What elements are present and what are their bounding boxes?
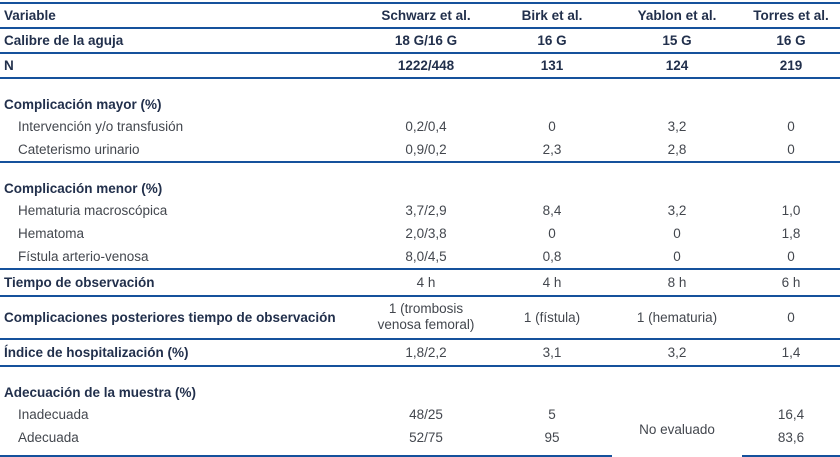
cell-calibre-schwarz: 18 G/16 G — [360, 28, 492, 54]
cell-adecuada-torres: 83,6 — [742, 426, 840, 457]
cell-cateterismo-torres: 0 — [742, 138, 840, 163]
section-title-complicacion-menor: Complicación menor (%) — [4, 181, 163, 196]
cell-calibre-yablon: 15 G — [612, 28, 742, 54]
cell-hospitalizacion-schwarz: 1,8/2,2 — [360, 339, 492, 367]
cell-posteriores-yablon: 1 (hematuria) — [612, 296, 742, 340]
cell-intervencion-yablon: 3,2 — [667, 119, 687, 134]
row-label-calibre: Calibre de la aguja — [0, 28, 360, 54]
section-title-adecuacion: Adecuación de la muestra (%) — [4, 385, 197, 400]
cell-n-yablon: 124 — [612, 53, 742, 79]
cell-hematuria-torres: 1,0 — [781, 203, 801, 218]
row-intervencion: Intervención y/o transfusión 0,2/0,4 0 3… — [0, 115, 840, 138]
column-header-yablon: Yablon et al. — [612, 2, 742, 29]
row-complicaciones-posteriores: Complicaciones posteriores tiempo de obs… — [0, 296, 840, 340]
row-fistula: Fístula arterio-venosa 8,0/4,5 0,8 0 0 — [0, 245, 840, 270]
cell-fistula-schwarz: 8,0/4,5 — [360, 245, 492, 270]
cell-hematuria-birk: 8,4 — [542, 203, 562, 218]
section-title-complicacion-mayor: Complicación mayor (%) — [4, 97, 162, 112]
cell-tiempo-schwarz: 4 h — [360, 269, 492, 297]
cell-cateterismo-birk: 2,3 — [492, 138, 612, 163]
cell-n-schwarz: 1222/448 — [360, 53, 492, 79]
cell-n-torres: 219 — [742, 53, 840, 79]
cell-inadecuada-torres: 16,4 — [777, 407, 805, 422]
cell-posteriores-torres: 0 — [742, 296, 840, 340]
cell-n-birk: 131 — [492, 53, 612, 79]
column-header-torres: Torres et al. — [742, 2, 840, 29]
row-label-fistula: Fístula arterio-venosa — [0, 245, 360, 270]
cell-hospitalizacion-birk: 3,1 — [492, 339, 612, 367]
row-label-hospitalizacion: Índice de hospitalización (%) — [0, 339, 360, 367]
cell-cateterismo-yablon: 2,8 — [612, 138, 742, 163]
cell-intervencion-schwarz: 0,2/0,4 — [405, 119, 447, 134]
cell-inadecuada-birk: 5 — [548, 407, 556, 422]
cell-adecuada-birk: 95 — [492, 426, 612, 457]
cell-tiempo-yablon: 8 h — [612, 269, 742, 297]
column-header-schwarz: Schwarz et al. — [360, 2, 492, 29]
cell-inadecuada-schwarz: 48/25 — [409, 407, 443, 422]
row-label-intervencion: Intervención y/o transfusión — [18, 119, 184, 134]
cell-intervencion-birk: 0 — [548, 119, 556, 134]
row-calibre: Calibre de la aguja 18 G/16 G 16 G 15 G … — [0, 28, 840, 54]
cell-cateterismo-schwarz: 0,9/0,2 — [360, 138, 492, 163]
row-label-n: N — [0, 53, 360, 79]
row-inadecuada: Inadecuada 48/25 5 No evaluado 16,4 — [0, 403, 840, 437]
row-n: N 1222/448 131 124 219 — [0, 53, 840, 79]
cell-hematoma-schwarz: 2,0/3,8 — [405, 226, 447, 241]
column-header-birk: Birk et al. — [492, 2, 612, 29]
row-label-cateterismo: Cateterismo urinario — [0, 138, 360, 163]
cell-tiempo-torres: 6 h — [742, 269, 840, 297]
cell-adecuada-schwarz: 52/75 — [360, 426, 492, 457]
section-adecuacion-muestra: Adecuación de la muestra (%) — [0, 366, 840, 403]
cell-hematuria-schwarz: 3,7/2,9 — [405, 203, 447, 218]
cell-calibre-birk: 16 G — [492, 28, 612, 54]
row-label-inadecuada: Inadecuada — [18, 407, 89, 422]
cell-tiempo-birk: 4 h — [492, 269, 612, 297]
section-complicacion-menor: Complicación menor (%) — [0, 162, 840, 199]
cell-hematuria-yablon: 3,2 — [667, 203, 687, 218]
row-cateterismo: Cateterismo urinario 0,9/0,2 2,3 2,8 0 — [0, 138, 840, 163]
cell-hospitalizacion-torres: 1,4 — [742, 339, 840, 367]
cell-hematoma-torres: 1,8 — [781, 226, 801, 241]
row-label-posteriores: Complicaciones posteriores tiempo de obs… — [0, 296, 360, 340]
cell-calibre-torres: 16 G — [742, 28, 840, 54]
section-complicacion-mayor: Complicación mayor (%) — [0, 78, 840, 115]
row-indice-hospitalizacion: Índice de hospitalización (%) 1,8/2,2 3,… — [0, 339, 840, 367]
cell-fistula-birk: 0,8 — [492, 245, 612, 270]
cell-adecuacion-yablon-no-evaluado: No evaluado — [639, 422, 715, 437]
row-hematuria: Hematuria macroscópica 3,7/2,9 8,4 3,2 1… — [0, 199, 840, 222]
row-label-hematuria: Hematuria macroscópica — [18, 203, 168, 218]
row-label-adecuada: Adecuada — [0, 426, 360, 457]
cell-hematoma-birk: 0 — [548, 226, 556, 241]
cell-hematoma-yablon: 0 — [673, 226, 681, 241]
table-header-row: Variable Schwarz et al. Birk et al. Yabl… — [0, 2, 840, 29]
column-header-variable: Variable — [0, 2, 360, 29]
row-label-hematoma: Hematoma — [18, 226, 85, 241]
row-hematoma: Hematoma 2,0/3,8 0 0 1,8 — [0, 222, 840, 245]
row-label-tiempo: Tiempo de observación — [0, 269, 360, 297]
cell-intervencion-torres: 0 — [787, 119, 795, 134]
row-tiempo-observacion: Tiempo de observación 4 h 4 h 8 h 6 h — [0, 269, 840, 297]
cell-fistula-yablon: 0 — [612, 245, 742, 270]
cell-fistula-torres: 0 — [742, 245, 840, 270]
cell-posteriores-birk: 1 (fístula) — [492, 296, 612, 340]
cell-hospitalizacion-yablon: 3,2 — [612, 339, 742, 367]
cell-posteriores-schwarz: 1 (trombosis venosa femoral) — [360, 296, 492, 340]
